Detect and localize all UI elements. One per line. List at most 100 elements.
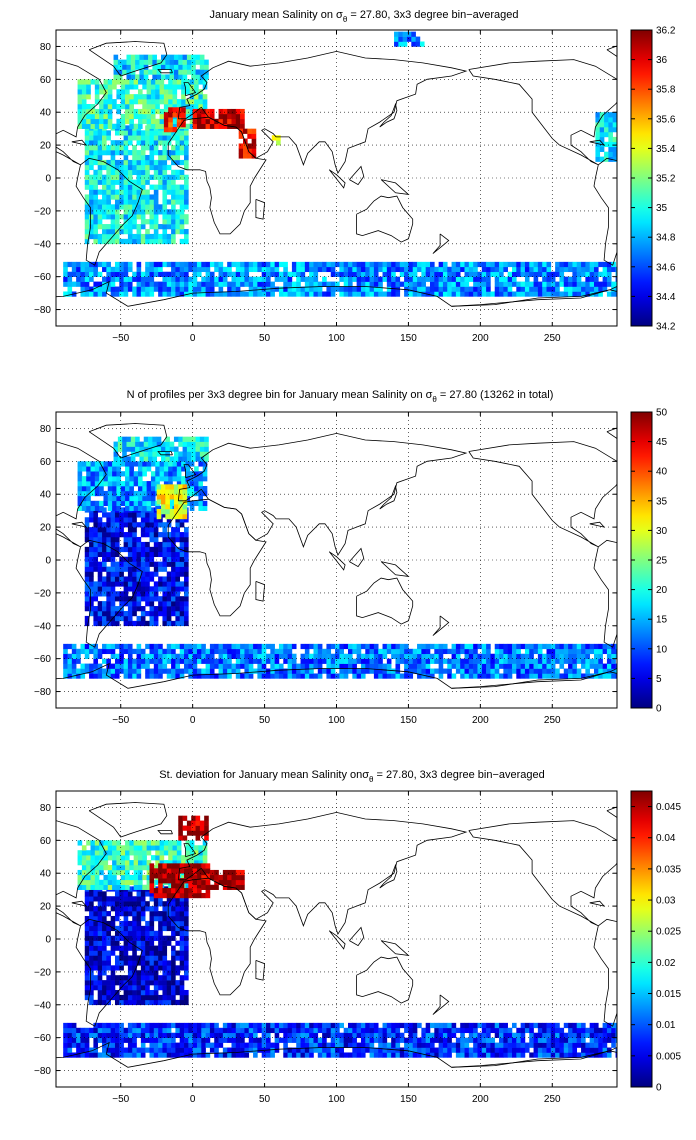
data-bin [145, 532, 150, 538]
data-bin [132, 238, 137, 245]
data-bin [576, 271, 582, 277]
data-bin [278, 648, 284, 655]
data-bin [106, 610, 111, 617]
data-bin [97, 135, 103, 141]
data-bin [572, 271, 578, 277]
data-bin [89, 228, 94, 235]
data-bin [266, 261, 271, 268]
data-bin [97, 1032, 103, 1038]
data-bin [195, 54, 201, 60]
data-bin [166, 1027, 172, 1034]
data-bin [434, 276, 439, 282]
data-bin [176, 476, 182, 482]
data-bin [140, 551, 146, 558]
data-bin [171, 189, 176, 195]
data-bin [171, 266, 176, 273]
data-bin [442, 286, 448, 292]
data-bin [438, 291, 444, 297]
data-bin [175, 1042, 181, 1048]
data-bin [122, 59, 127, 65]
data-bin [166, 154, 172, 161]
data-bin [136, 281, 142, 287]
data-bin [119, 930, 124, 937]
data-bin [81, 505, 87, 511]
data-bin [166, 189, 172, 195]
data-bin [142, 845, 147, 851]
data-bin [391, 673, 396, 679]
data-bin [107, 874, 113, 881]
data-bin [511, 261, 517, 268]
data-bin [171, 1042, 176, 1048]
data-bin [97, 935, 103, 941]
data-bin [106, 955, 111, 961]
data-bin [244, 658, 250, 664]
data-bin [86, 500, 91, 507]
data-bin [185, 471, 191, 477]
data-bin [106, 571, 111, 577]
data-bin [568, 266, 573, 273]
data-bin [386, 643, 392, 650]
data-bin [127, 571, 133, 577]
data-bin [114, 935, 120, 941]
data-bin [146, 113, 152, 120]
data-bin [80, 286, 86, 292]
data-bin [274, 673, 280, 679]
data-bin [149, 606, 155, 612]
data-bin [227, 879, 232, 886]
data-bin [196, 673, 202, 679]
data-bin [175, 214, 181, 220]
data-bin [156, 64, 162, 70]
data-bin [145, 1022, 150, 1029]
data-bin [612, 151, 617, 157]
data-bin [473, 271, 478, 277]
data-bin [158, 266, 163, 273]
data-bin [191, 74, 196, 80]
data-bin [168, 850, 173, 856]
data-bin [133, 113, 139, 120]
data-bin [149, 1042, 155, 1048]
data-bin [188, 868, 193, 874]
data-bin [136, 536, 142, 543]
data-bin [296, 668, 301, 674]
data-bin [93, 281, 99, 287]
data-bin [360, 653, 366, 659]
data-bin [185, 490, 191, 497]
data-bin [153, 194, 159, 200]
colorbar-tick-label: 40 [656, 467, 668, 478]
data-bin [137, 108, 143, 115]
data-bin [184, 975, 189, 981]
data-bin [188, 286, 193, 292]
data-bin [184, 130, 189, 136]
data-bin [159, 471, 165, 477]
data-bin [158, 204, 163, 210]
data-bin [123, 281, 129, 287]
data-bin [153, 930, 159, 937]
data-bin [140, 135, 146, 141]
data-bin [244, 291, 250, 297]
data-bin [163, 461, 169, 467]
data-bin [137, 500, 143, 507]
coastline [379, 102, 398, 128]
data-bin [165, 436, 170, 442]
data-bin [386, 668, 392, 674]
data-bin [179, 883, 185, 889]
data-bin [274, 271, 280, 277]
data-bin [524, 271, 530, 277]
data-bin [149, 1052, 155, 1058]
data-bin [103, 879, 109, 886]
data-bin [89, 891, 94, 897]
data-bin [179, 994, 185, 1001]
data-bin [184, 610, 189, 617]
data-bin [133, 845, 139, 851]
data-bin [97, 620, 103, 627]
data-bin [455, 658, 461, 664]
data-bin [140, 150, 146, 156]
data-bin [168, 94, 173, 100]
data-bin [145, 219, 150, 225]
data-bin [142, 860, 147, 866]
data-bin [182, 499, 188, 505]
data-bin [145, 581, 150, 587]
data-bin [103, 481, 109, 487]
data-bin [606, 281, 612, 287]
data-bin [127, 643, 133, 650]
